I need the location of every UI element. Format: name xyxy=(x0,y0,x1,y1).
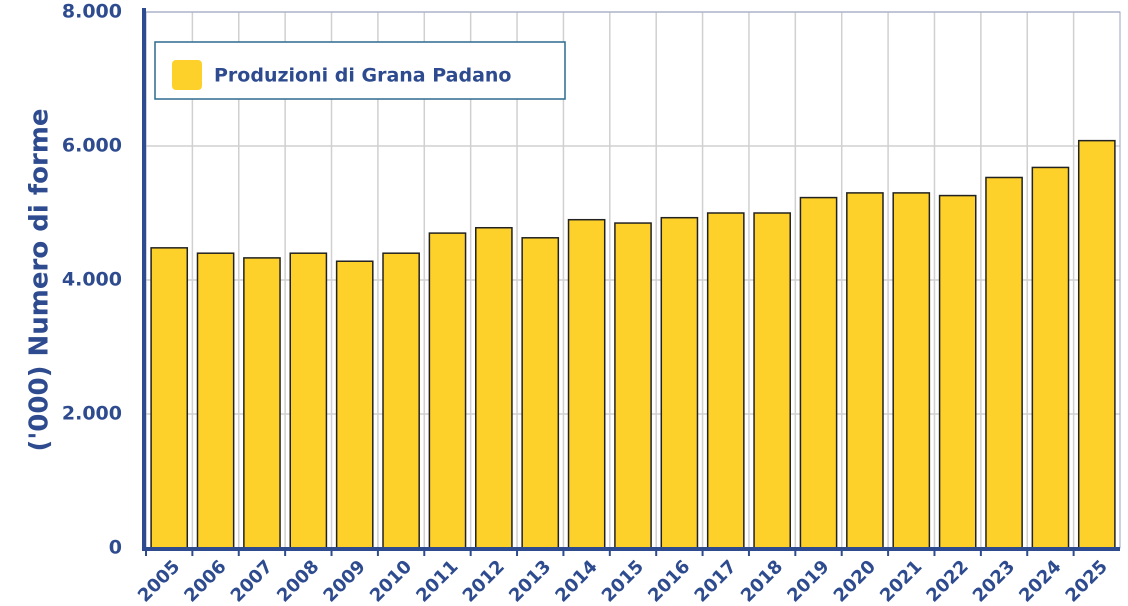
y-tick-label: 0 xyxy=(109,537,122,559)
legend-swatch xyxy=(172,60,202,90)
x-tick-label: 2025 xyxy=(1062,556,1112,606)
x-tick-label: 2006 xyxy=(180,556,230,606)
bar xyxy=(846,192,884,549)
bar xyxy=(243,257,281,549)
x-tick-label: 2014 xyxy=(551,556,601,606)
y-tick-label: 6.000 xyxy=(62,135,122,157)
bar xyxy=(382,252,420,549)
x-tick-label: 2009 xyxy=(320,556,370,606)
bar xyxy=(753,212,791,549)
y-tick-label: 4.000 xyxy=(62,269,122,291)
x-tick-label: 2012 xyxy=(459,556,509,606)
x-tick-label: 2005 xyxy=(134,556,184,606)
bar xyxy=(1031,166,1070,549)
legend-box xyxy=(154,41,566,100)
x-tick-label: 2010 xyxy=(366,556,416,606)
bar xyxy=(150,247,189,549)
bar xyxy=(196,252,235,549)
bar xyxy=(335,260,374,549)
bar xyxy=(985,176,1023,549)
bar xyxy=(706,212,745,549)
x-tick-label: 2013 xyxy=(505,556,555,606)
x-tick-label: 2016 xyxy=(644,556,694,606)
y-tick-label: 2.000 xyxy=(62,403,122,425)
x-tick-label: 2023 xyxy=(969,556,1019,606)
bar xyxy=(567,218,606,549)
bar xyxy=(475,226,513,549)
bar xyxy=(289,252,328,549)
x-tick-label: 2017 xyxy=(691,556,741,606)
x-tick-label: 2022 xyxy=(922,556,972,606)
bar xyxy=(428,232,467,549)
x-tick-label: 2015 xyxy=(598,556,648,606)
y-tick-label: 8.000 xyxy=(62,1,122,23)
bar xyxy=(614,222,652,549)
x-tick-label: 2021 xyxy=(876,556,926,606)
x-tick-label: 2018 xyxy=(737,556,787,606)
x-tick-label: 2007 xyxy=(227,556,277,606)
x-tick-label: 2008 xyxy=(273,556,323,606)
bar xyxy=(521,237,560,549)
x-tick-label: 2011 xyxy=(412,556,462,606)
x-tick-label: 2020 xyxy=(830,556,880,606)
bar xyxy=(660,216,699,549)
x-tick-label: 2024 xyxy=(1015,556,1065,606)
bar xyxy=(938,194,977,549)
y-axis-label: ('000) Numero di forme xyxy=(25,108,55,451)
legend-label: Produzioni di Grana Padano xyxy=(214,65,511,87)
bar xyxy=(799,196,838,549)
bar xyxy=(1077,139,1116,549)
bar xyxy=(892,192,931,549)
x-tick-label: 2019 xyxy=(783,556,833,606)
